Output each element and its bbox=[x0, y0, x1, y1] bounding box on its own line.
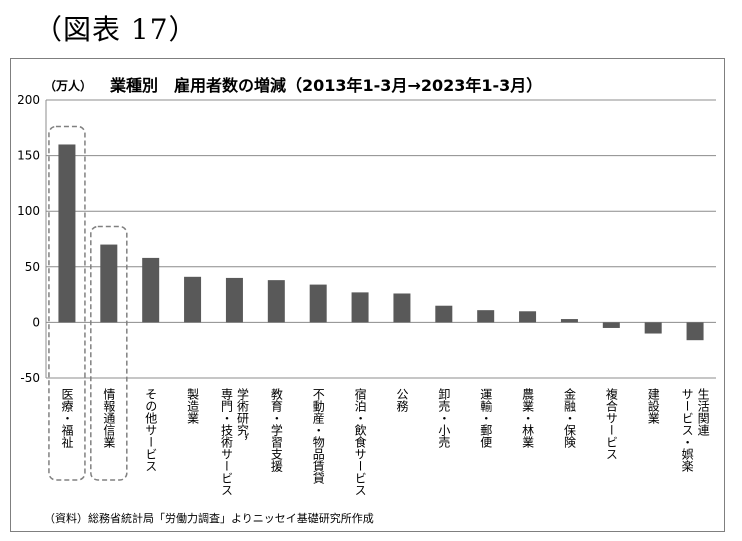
x-tick-label: 専門・技術サービス bbox=[219, 388, 233, 496]
y-axis-unit-label: （万人） bbox=[44, 78, 92, 93]
x-tick-label: サービス・娯楽 bbox=[680, 388, 694, 472]
x-tick-label: 不動産・物品賃貸 bbox=[311, 388, 325, 485]
x-tick-label: 医療・福祉 bbox=[60, 388, 74, 449]
chart-title: 業種別 雇用者数の増減（2013年1-3月→2023年1-3月） bbox=[109, 76, 542, 95]
y-tick-label: 0 bbox=[32, 315, 40, 329]
bars bbox=[58, 144, 704, 341]
bar bbox=[477, 310, 495, 323]
figure-label: （図表 17） bbox=[34, 13, 198, 46]
y-tick-label: 150 bbox=[17, 149, 40, 163]
gridlines bbox=[45, 99, 716, 379]
y-axis-ticks: 200 150 100 50 0 -50 bbox=[17, 93, 40, 385]
x-tick-label: 建設業 bbox=[646, 388, 660, 424]
x-tick-label: 農業・林業 bbox=[521, 388, 535, 448]
y-tick-label: 200 bbox=[17, 93, 40, 107]
y-tick-label: 50 bbox=[25, 260, 40, 274]
source-note: （資料）総務省統計局「労働力調査」よりニッセイ基礎研究所作成 bbox=[44, 511, 374, 525]
x-tick-label: 宿泊・飲食サービス bbox=[353, 387, 367, 496]
y-tick-label: -50 bbox=[20, 371, 40, 385]
bar bbox=[184, 276, 202, 323]
x-tick-label: 公務 bbox=[395, 388, 409, 413]
highlight-box bbox=[48, 125, 86, 481]
x-tick-label: 運輸・郵便 bbox=[479, 388, 493, 448]
bar bbox=[100, 244, 118, 323]
bar bbox=[142, 257, 160, 323]
y-tick-label: 100 bbox=[17, 204, 40, 218]
x-tick-label: 卸売・小売 bbox=[437, 387, 451, 449]
bar bbox=[58, 144, 76, 323]
bar bbox=[686, 322, 704, 341]
x-tick-label: 教育・学習支援 bbox=[269, 387, 283, 473]
highlight-box bbox=[90, 225, 128, 481]
bar bbox=[393, 293, 411, 323]
x-tick-label: 製造業 bbox=[186, 388, 200, 424]
highlight-boxes bbox=[48, 125, 128, 481]
x-tick-label: 情報通信業 bbox=[102, 388, 116, 448]
chart-frame bbox=[10, 58, 725, 532]
bar bbox=[519, 311, 537, 323]
x-axis-labels: 医療・福祉 情報通信業 その他サービス 製造業 学術研究，専門・技術サービス 教育・学習支… bbox=[60, 387, 710, 496]
x-tick-label: 学術研究， bbox=[235, 387, 249, 448]
x-tick-label: 金融・保険 bbox=[562, 387, 576, 449]
bar bbox=[267, 280, 285, 323]
x-tick-label: 生活関連 bbox=[696, 388, 710, 437]
bar bbox=[435, 305, 453, 323]
bar bbox=[602, 322, 620, 328]
bar bbox=[225, 277, 243, 323]
bar bbox=[644, 322, 662, 334]
x-tick-label: その他サービス bbox=[144, 388, 158, 472]
x-tick-label: 複合サービス bbox=[604, 387, 618, 460]
bar bbox=[309, 284, 327, 323]
bar bbox=[351, 292, 369, 323]
bar bbox=[560, 319, 578, 323]
